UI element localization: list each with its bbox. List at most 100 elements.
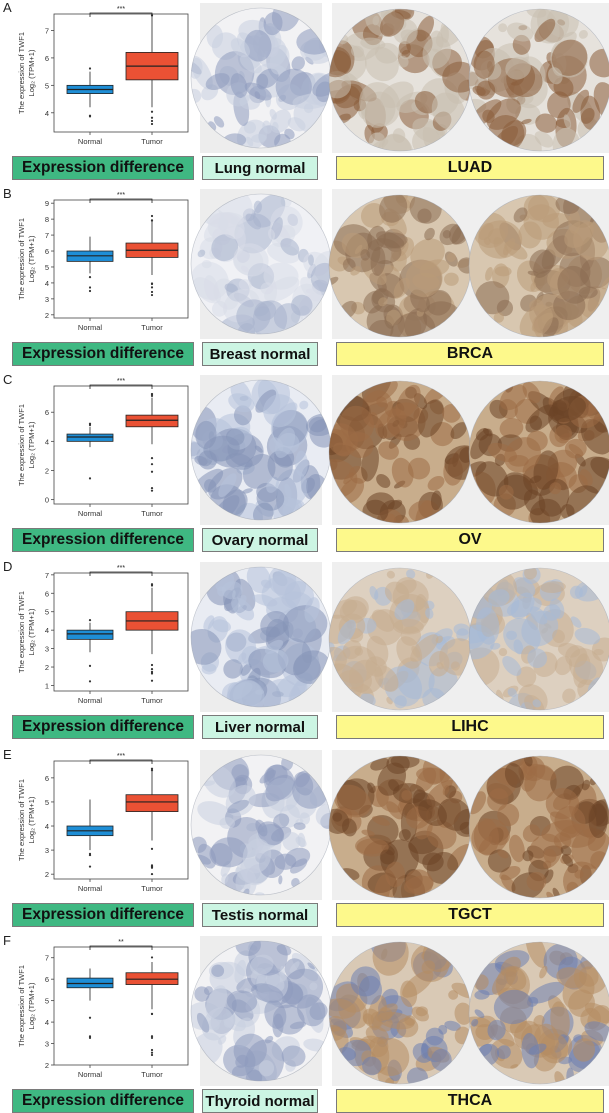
outlier-point [88,664,92,667]
outlier-point [150,865,154,868]
boxplot: 2 3 4 5 6 7 8 9 The expression of TWF1 Log₂ (TPM+… [17,192,189,332]
y-tick-label: 2 [45,1061,49,1070]
x-tick-label: Tumor [141,1070,163,1079]
outlier-point [88,619,92,622]
y-tick-label: 5 [45,798,49,807]
outlier-point [150,470,154,473]
y-tick-label: 4 [45,279,49,288]
outlier-point [150,463,154,466]
boxplot: 1 2 3 4 5 6 7 The expression of TWF1 Log₂ (TPM+1… [17,565,189,705]
outlier-point [88,67,92,70]
y-axis-unit: Log₂ (TPM+1) [27,421,36,468]
panel-letter: F [3,933,11,948]
y-tick-label: 3 [45,645,49,654]
y-tick-label: 3 [45,846,49,855]
y-axis-unit: Log₂ (TPM+1) [27,796,36,843]
outlier-point [150,1036,154,1040]
tissue-images [190,3,609,153]
y-tick-label: 2 [45,311,49,320]
x-tick-label: Tumor [141,137,163,146]
y-axis-unit: Log₂ (TPM+1) [27,982,36,1029]
normal-tissue-label: Thyroid normal [202,1089,318,1113]
y-tick-label: 4 [45,822,49,831]
y-tick-label: 4 [45,626,49,635]
x-tick-label: Normal [78,696,103,705]
outlier-point [88,423,92,427]
boxplot: 0 2 4 6 The expression of TWF1 Log₂ (TPM+1) No… [17,378,189,518]
y-tick-label: 6 [45,975,49,984]
box-tumor [125,794,179,812]
outlier-point [150,293,154,297]
outlier-point [150,847,154,850]
outlier-point [88,276,92,279]
expression-difference-label: Expression difference [12,715,194,739]
y-tick-label: 7 [45,571,49,580]
outlier-point [88,680,92,683]
panel-letter: D [3,559,13,574]
panel-letter: E [3,747,12,762]
x-tick-label: Tumor [141,509,163,518]
y-axis-unit: Log₂ (TPM+1) [27,49,36,96]
normal-tissue-label: Testis normal [202,903,318,927]
significance-marker: *** [117,753,125,760]
tissue-images [190,562,609,712]
x-tick-label: Tumor [141,884,163,893]
panel-f: F 2 3 4 5 6 7 The expression of TWF1 Log₂ (TPM+1… [0,933,609,1113]
outlier-point [88,852,92,855]
outlier-point [150,286,154,289]
significance-marker: *** [117,565,125,572]
outlier-point [150,457,154,460]
outlier-point [150,1048,154,1052]
outlier-point [150,663,154,667]
x-tick-label: Normal [78,137,103,146]
outlier-point [150,392,154,396]
panel-b: B 2 3 4 5 6 7 8 9 The expression of TWF1 Log₂ (TPM… [0,186,609,366]
panel-e: E 2 3 4 5 6 The expression of TWF1 Log₂ (TPM+1)… [0,747,609,927]
tumor-type-label: LIHC [336,715,604,739]
x-tick-label: Tumor [141,696,163,705]
outlier-point [150,1051,154,1054]
tumor-type-label: BRCA [336,342,604,366]
outlier-point [150,1053,154,1057]
outlier-point [150,489,154,492]
normal-tissue-label: Lung normal [202,156,318,180]
y-tick-label: 7 [45,954,49,963]
significance-marker: *** [117,192,125,199]
outlier-point [88,1036,92,1039]
y-tick-label: 2 [45,466,49,475]
outlier-point [88,865,92,868]
y-tick-label: 6 [45,408,49,417]
y-tick-label: 5 [45,263,49,272]
tumor-type-label: LUAD [336,156,604,180]
y-axis-label: The expression of TWF1 [17,779,26,861]
outlier-point [150,671,154,675]
outlier-point [150,872,154,876]
outlier-point [150,1035,154,1038]
y-tick-label: 6 [45,54,49,63]
expression-difference-label: Expression difference [12,156,194,180]
outlier-point [150,219,154,222]
boxplot: 4 5 6 7 The expression of TWF1 Log₂ (TPM+1) No… [17,6,189,146]
outlier-point [88,115,92,118]
expression-difference-label: Expression difference [12,342,194,366]
outlier-point [150,214,154,218]
y-axis-label: The expression of TWF1 [17,591,26,673]
normal-tissue-label: Breast normal [202,342,318,366]
x-tick-label: Normal [78,509,103,518]
outlier-point [150,116,154,119]
x-tick-label: Tumor [141,323,163,332]
outlier-point [88,477,92,480]
y-axis-unit: Log₂ (TPM+1) [27,608,36,655]
y-tick-label: 5 [45,608,49,617]
y-tick-label: 6 [45,589,49,598]
outlier-point [150,956,154,959]
tissue-images [190,375,609,525]
boxplot: 2 3 4 5 6 7 The expression of TWF1 Log₂ (TPM+1)… [17,939,189,1079]
y-axis-label: The expression of TWF1 [17,32,26,114]
outlier-point [88,289,92,293]
y-tick-label: 4 [45,1018,49,1027]
tumor-type-label: THCA [336,1089,604,1113]
y-tick-label: 6 [45,247,49,256]
expression-difference-label: Expression difference [12,528,194,552]
outlier-point [150,767,154,770]
